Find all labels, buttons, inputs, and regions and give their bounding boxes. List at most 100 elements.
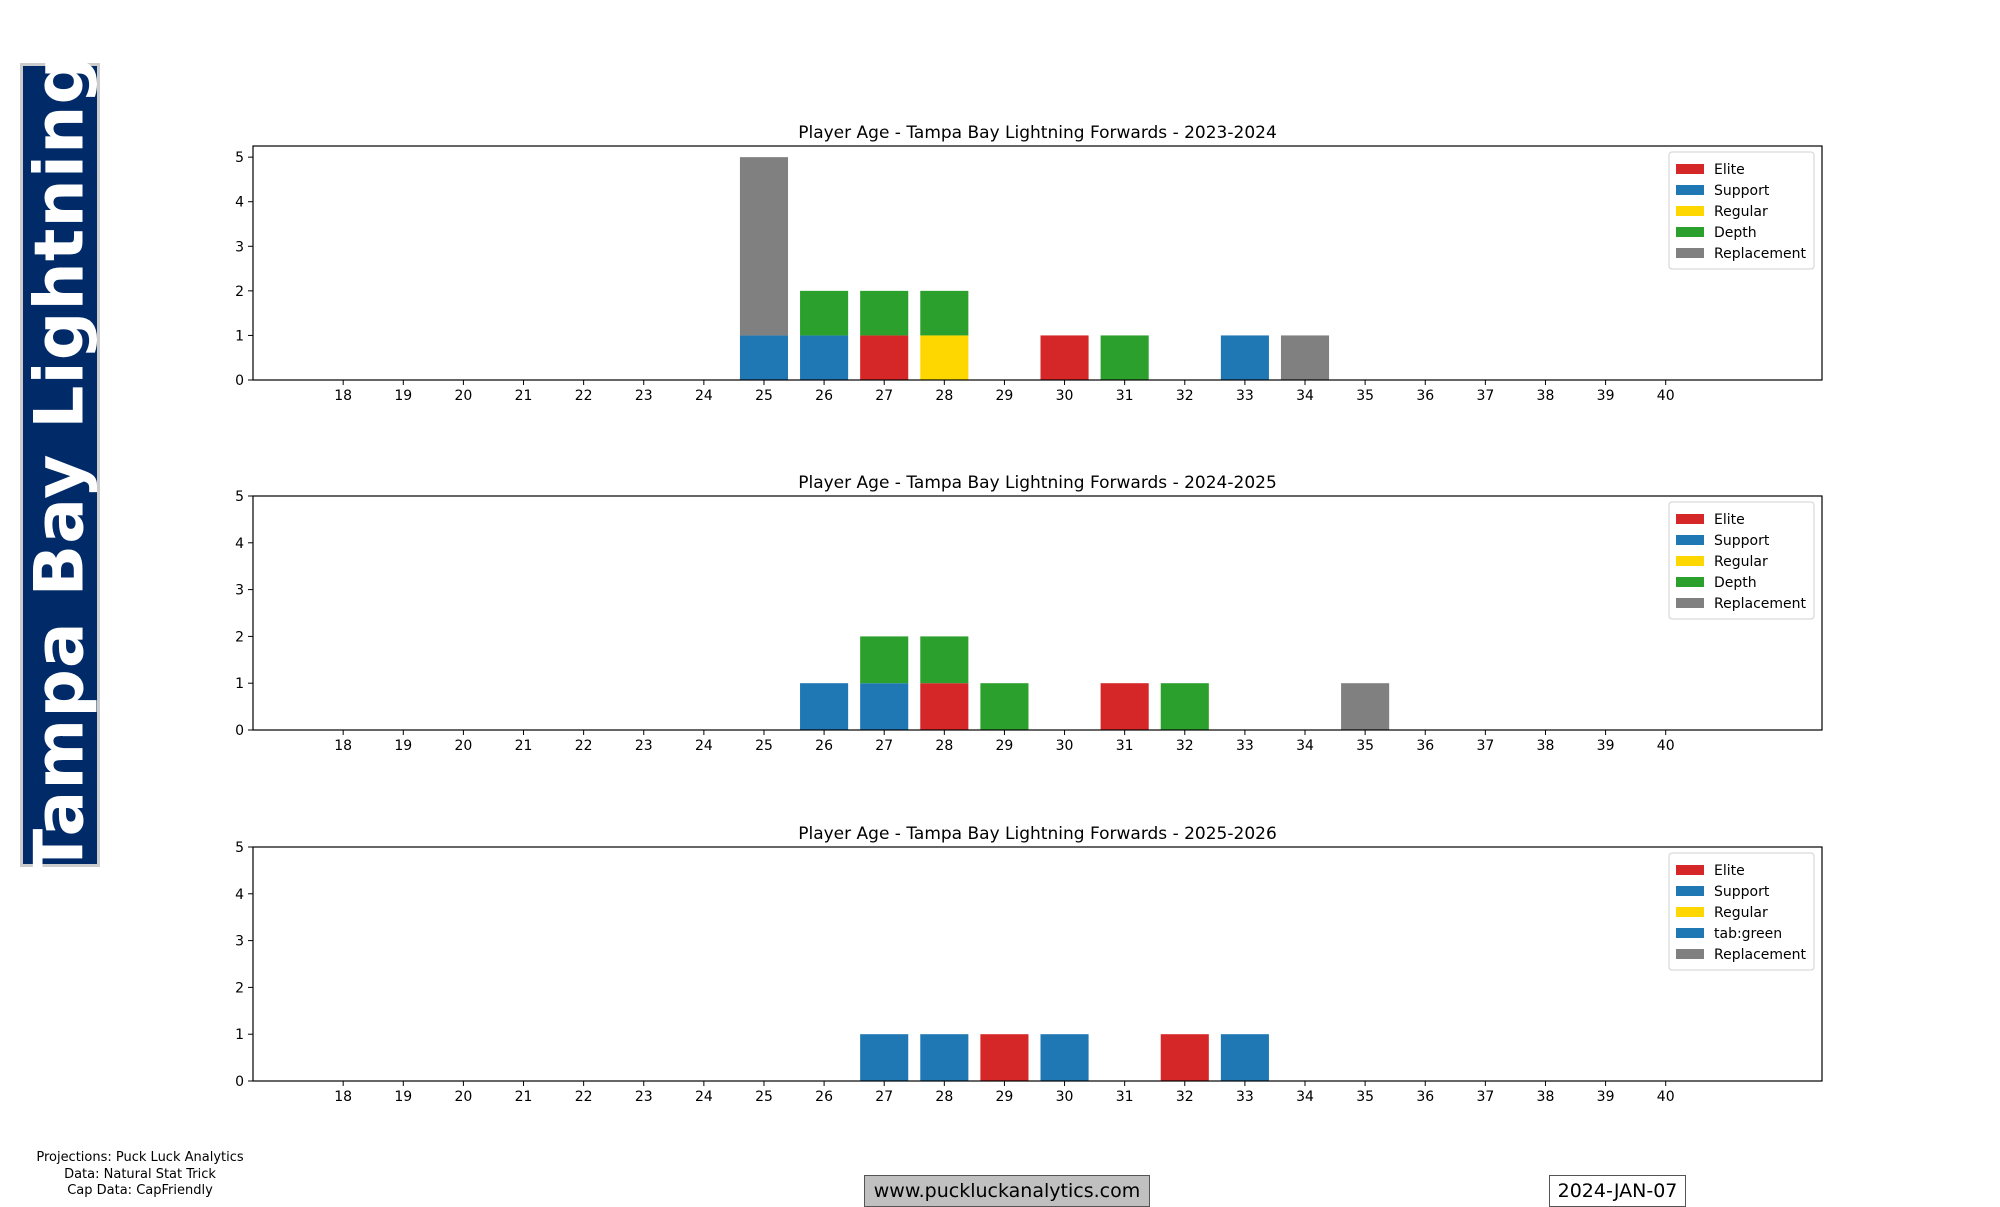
- chart-panel-1: Player Age - Tampa Bay Lightning Forward…: [235, 123, 1823, 404]
- legend-label: Elite: [1714, 863, 1745, 879]
- legend-label: Replacement: [1714, 596, 1807, 612]
- x-tick-label: 19: [394, 1089, 412, 1105]
- x-tick-label: 36: [1416, 1089, 1434, 1105]
- legend-swatch: [1676, 949, 1704, 959]
- y-tick-label: 4: [235, 536, 244, 552]
- bar-depth: [800, 290, 849, 336]
- x-tick-label: 23: [635, 388, 653, 404]
- x-tick-label: 27: [875, 738, 893, 754]
- x-tick-label: 35: [1356, 1089, 1374, 1105]
- y-tick-label: 3: [235, 583, 244, 599]
- team-banner: [20, 63, 100, 867]
- x-tick-label: 40: [1657, 388, 1675, 404]
- bar-elite: [920, 683, 969, 730]
- legend-swatch: [1676, 598, 1704, 608]
- legend: Elite Support Regular tab:green Replacement: [1668, 852, 1815, 971]
- bar-support: [860, 1034, 909, 1081]
- bar-elite: [1100, 683, 1149, 730]
- bar-depth: [980, 683, 1029, 730]
- x-tick-label: 25: [755, 1089, 773, 1105]
- y-tick-label: 1: [235, 328, 244, 344]
- bar-depth: [860, 290, 909, 336]
- plot-frame: [252, 145, 1823, 381]
- legend-label: Regular: [1714, 905, 1768, 921]
- data-credits: Projections: Puck Luck Analytics Data: N…: [30, 1150, 250, 1200]
- x-tick-label: 30: [1056, 388, 1074, 404]
- x-tick-label: 32: [1176, 738, 1194, 754]
- credit-cap-data: Cap Data: CapFriendly: [67, 1183, 213, 1198]
- x-tick-label: 34: [1296, 1089, 1314, 1105]
- y-tick-label: 1: [235, 1027, 244, 1043]
- legend-label: Depth: [1714, 225, 1757, 241]
- y-tick-label: 3: [235, 934, 244, 950]
- x-tick-label: 28: [935, 1089, 953, 1105]
- bar-depth: [1160, 683, 1209, 730]
- legend-label: Support: [1714, 533, 1770, 549]
- x-tick-label: 19: [394, 738, 412, 754]
- legend: Elite Support Regular Depth Replacement: [1668, 151, 1815, 270]
- chart-panel-3: Player Age - Tampa Bay Lightning Forward…: [235, 824, 1823, 1105]
- bar-support: [800, 683, 849, 730]
- x-tick-label: 30: [1056, 1089, 1074, 1105]
- x-tick-label: 21: [515, 1089, 533, 1105]
- x-tick-label: 36: [1416, 738, 1434, 754]
- y-tick-label: 5: [235, 150, 244, 166]
- website-label: www.puckluckanalytics.com: [864, 1175, 1150, 1207]
- chart-title: Player Age - Tampa Bay Lightning Forward…: [798, 824, 1277, 844]
- x-tick-label: 38: [1537, 388, 1555, 404]
- legend-swatch: [1676, 577, 1704, 587]
- x-tick-label: 31: [1116, 388, 1134, 404]
- legend-label: Replacement: [1714, 246, 1807, 262]
- x-tick-label: 18: [334, 1089, 352, 1105]
- y-tick-label: 0: [235, 1074, 244, 1090]
- x-tick-label: 22: [575, 1089, 593, 1105]
- x-tick-label: 20: [454, 738, 472, 754]
- legend: Elite Support Regular Depth Replacement: [1668, 501, 1815, 620]
- legend-swatch: [1676, 185, 1704, 195]
- legend-label: Support: [1714, 183, 1770, 199]
- bar-support: [1220, 1034, 1269, 1081]
- plot-frame: [252, 495, 1823, 731]
- chart-title: Player Age - Tampa Bay Lightning Forward…: [798, 473, 1277, 493]
- bar-depth: [920, 636, 969, 684]
- legend-swatch: [1676, 556, 1704, 566]
- x-tick-label: 29: [996, 1089, 1014, 1105]
- x-tick-label: 37: [1476, 738, 1494, 754]
- y-tick-label: 2: [235, 629, 244, 645]
- x-tick-label: 26: [815, 738, 833, 754]
- bar-depth: [1100, 335, 1149, 380]
- x-tick-label: 35: [1356, 738, 1374, 754]
- x-tick-label: 31: [1116, 1089, 1134, 1105]
- x-tick-label: 24: [695, 1089, 713, 1105]
- y-tick-label: 5: [235, 489, 244, 505]
- x-tick-label: 26: [815, 1089, 833, 1105]
- legend-swatch: [1676, 535, 1704, 545]
- x-tick-label: 30: [1056, 738, 1074, 754]
- y-tick-label: 2: [235, 284, 244, 300]
- y-tick-label: 5: [235, 840, 244, 856]
- x-tick-label: 18: [334, 388, 352, 404]
- x-tick-label: 21: [515, 388, 533, 404]
- bar-elite: [1040, 335, 1089, 380]
- legend-swatch: [1676, 907, 1704, 917]
- legend-swatch: [1676, 865, 1704, 875]
- x-tick-label: 23: [635, 738, 653, 754]
- y-tick-label: 4: [235, 887, 244, 903]
- x-tick-label: 37: [1476, 388, 1494, 404]
- legend-box: [1668, 151, 1815, 270]
- x-tick-label: 21: [515, 738, 533, 754]
- legend-swatch: [1676, 227, 1704, 237]
- x-tick-label: 20: [454, 1089, 472, 1105]
- bar-support: [739, 335, 789, 380]
- legend-label: Regular: [1714, 554, 1768, 570]
- bar-support: [860, 683, 909, 730]
- x-tick-label: 27: [875, 1089, 893, 1105]
- x-tick-label: 22: [575, 738, 593, 754]
- x-tick-label: 26: [815, 388, 833, 404]
- bar-replacement: [1280, 335, 1330, 380]
- x-tick-label: 32: [1176, 1089, 1194, 1105]
- x-tick-label: 28: [935, 388, 953, 404]
- legend-box: [1668, 501, 1815, 620]
- legend-swatch: [1676, 886, 1704, 896]
